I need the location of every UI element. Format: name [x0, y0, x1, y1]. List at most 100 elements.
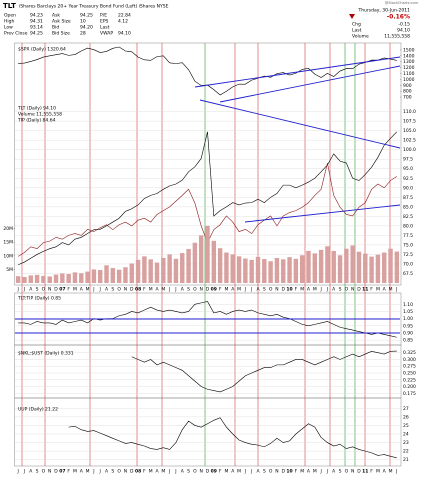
volume-bar [129, 263, 134, 283]
frames [14, 42, 402, 467]
volume-bar [224, 252, 229, 283]
volume-bar [72, 272, 78, 283]
x-tick-label: J [326, 469, 328, 475]
x-tick-label: M [389, 287, 393, 293]
y-tick-label: 75.0 [403, 242, 413, 248]
date: Thursday, 30-Jun-2011 [358, 8, 411, 14]
x-tick-label: M [237, 469, 241, 475]
volume-bar [142, 256, 147, 283]
y-tick-label: 1300 [403, 59, 415, 65]
x-tick-label: S [111, 287, 114, 293]
y-tick-label: 27 [403, 406, 409, 412]
x-tick-label: 07 [59, 287, 65, 293]
volume-bar [325, 246, 330, 283]
x-tick-label: M [73, 469, 77, 475]
x-tick-label: F [67, 287, 70, 293]
x-tick-label: O [193, 469, 197, 475]
x-tick-label: J [250, 287, 252, 293]
x-tick-label: A [105, 469, 109, 475]
volume-bar [230, 254, 235, 283]
volume-bar [274, 257, 280, 283]
volume-bar [306, 250, 311, 283]
y-tick-label: 0.95 [403, 323, 413, 329]
x-tick-label: N [48, 469, 51, 475]
x-tick-label: J [23, 287, 25, 293]
x-tick-label: J [99, 469, 101, 475]
x-tick-label: O [117, 287, 121, 293]
x-tick-label: D [357, 469, 361, 475]
volume-bar [375, 254, 381, 283]
volume-bar [198, 235, 204, 283]
x-tick-label: J [92, 287, 94, 293]
summary-label: Last [352, 28, 362, 34]
x-tick-label: M [86, 469, 90, 475]
volume-bar [287, 257, 292, 283]
quote-label: Bid Size [52, 31, 70, 37]
x-tick-label: D [54, 469, 58, 475]
x-tick-label: 08 [135, 287, 141, 293]
y-tick-label: 70.0 [403, 261, 413, 267]
y-tick-label: 0.275 [403, 364, 416, 370]
volume-bar [211, 240, 217, 283]
y-tick-label: 97.5 [403, 157, 413, 163]
y-tick-label: 26 [403, 414, 409, 420]
x-tick-label: M [300, 469, 304, 475]
x-tick-label: N [124, 469, 127, 475]
x-tick-label: A [29, 469, 33, 475]
x-tick-label: 11 [362, 469, 368, 475]
x-tick-label: F [143, 469, 146, 475]
volume-bar [60, 273, 65, 283]
x-tick-label: M [376, 287, 380, 293]
y-tick-label: 25 [403, 423, 409, 429]
x-tick-label: S [187, 469, 190, 475]
legend-label: TLT (Daily) 94.10 [17, 106, 56, 112]
quote-label: Bid [52, 25, 59, 31]
volume-bar [363, 253, 368, 283]
quote-label: Ask Size [52, 19, 71, 25]
quote-value: 93.14 [30, 25, 43, 31]
x-tick-label: N [48, 287, 51, 293]
x-tick-label: A [80, 469, 84, 475]
quote-value: 22.84 [118, 13, 131, 19]
trend-line [199, 99, 401, 149]
x-tick-label: 09 [211, 287, 217, 293]
y-tick-label: 0.325 [403, 350, 416, 356]
volume-bar [161, 257, 166, 283]
x-tick-label: J [168, 469, 170, 475]
x-tick-label: F [295, 287, 298, 293]
quote-label: VWAP [100, 31, 113, 37]
volume-bar [369, 256, 374, 283]
quote-label: Last [100, 25, 110, 31]
x-tick-label: J [395, 469, 397, 475]
volume-bar [337, 255, 343, 283]
x-tick-label: S [36, 287, 39, 293]
x-tick-label: J [395, 287, 397, 293]
volume-bar [47, 276, 52, 283]
y-tick-label: 102.5 [403, 138, 416, 144]
x-tick-label: S [263, 287, 266, 293]
quote-label: High [4, 19, 14, 25]
x-tick-label: M [224, 469, 228, 475]
y-tick-label: 1200 [403, 65, 415, 71]
x-tick-label: M [313, 469, 317, 475]
x-tick-label: A [332, 469, 336, 475]
y-tick-label: 1100 [403, 71, 415, 77]
y-tick-label: 1500 [403, 47, 415, 53]
x-tick-label: J [319, 287, 321, 293]
quote-value: 94.31 [30, 19, 43, 25]
quote-label: Low [4, 25, 13, 31]
x-tick-label: A [383, 287, 387, 293]
summary-value: -0.15 [398, 22, 410, 28]
volume-bar [318, 249, 324, 283]
y-tick-label: 105.0 [403, 128, 416, 134]
x-tick-label: A [256, 287, 260, 293]
y-tick-label: 22 [403, 449, 409, 455]
trend-line [219, 65, 401, 103]
uup-frame [14, 397, 402, 467]
volume-bar [293, 258, 299, 283]
y-tick-label: 700 [403, 95, 412, 101]
summary-value: 11,555,558 [384, 34, 410, 40]
legend-label: TLT:TIP (Daily) 0.85 [17, 296, 61, 302]
x-tick-label: J [168, 287, 170, 293]
